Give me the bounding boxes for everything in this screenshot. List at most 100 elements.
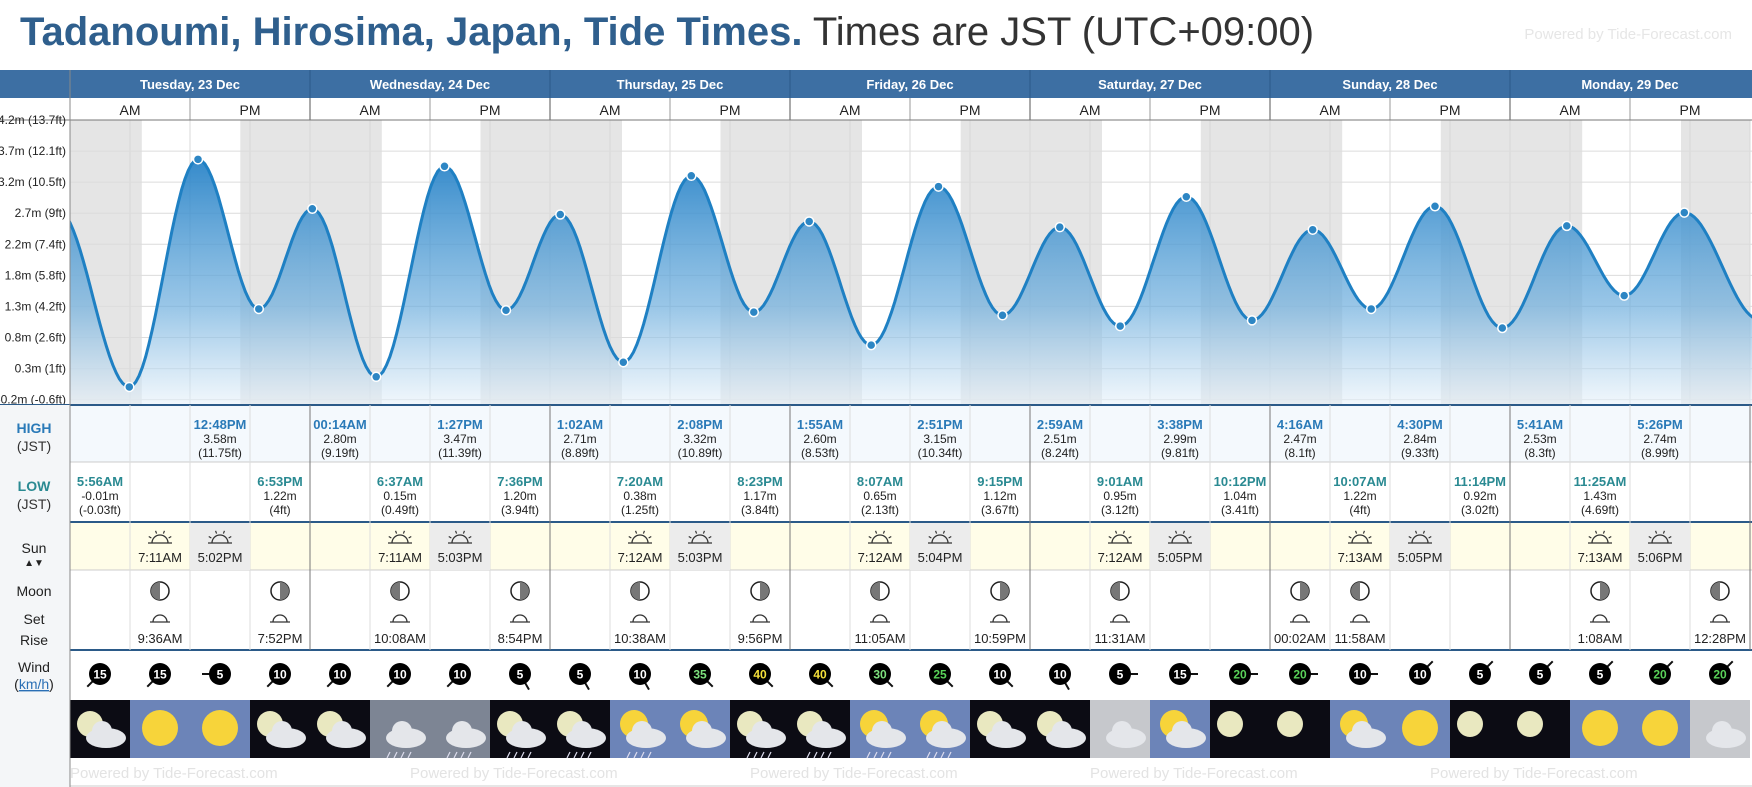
wind-entry: 15 <box>1169 663 1198 685</box>
wind-speed: 30 <box>873 668 887 682</box>
high-tide-point <box>555 209 566 220</box>
sun-ray <box>882 530 886 534</box>
tide-time: 1:55AM <box>797 417 843 432</box>
pm-label: PM <box>240 102 261 118</box>
tide-time: 9:15PM <box>977 474 1023 489</box>
rain-drop <box>446 751 451 759</box>
tide-area <box>70 159 1752 405</box>
wind-speed: 10 <box>1053 668 1067 682</box>
wind-speed: 10 <box>333 668 347 682</box>
wind-speed: 10 <box>393 668 407 682</box>
wind-entry: 5 <box>569 663 591 691</box>
sunset-icon <box>211 534 229 544</box>
wind-entry: 40 <box>809 663 834 688</box>
tide-height-ft: (4ft) <box>1349 503 1370 517</box>
rain-drop <box>400 751 405 759</box>
sun-ray <box>634 530 638 534</box>
rain-drop <box>760 751 765 759</box>
wind-badge <box>449 663 471 685</box>
high-tide-point <box>1561 220 1573 232</box>
day-label: Tuesday, 23 Dec <box>140 77 240 92</box>
wind-entry: 40 <box>749 663 774 688</box>
sunrise-entry: 7:13AM <box>1578 530 1622 565</box>
weather-icon-sun-rain <box>910 700 970 759</box>
wind-entry: 20 <box>1709 660 1734 685</box>
weather-icon-night-cloud <box>250 700 310 758</box>
wind-badge <box>269 663 291 685</box>
sun-ray <box>1122 530 1126 534</box>
wind-speed: 15 <box>1173 668 1187 682</box>
wind-entry: 15 <box>86 663 111 688</box>
moon-entry: 9:56PM <box>738 581 782 646</box>
moon-entry: 11:58AM <box>1334 581 1386 646</box>
tide-height-ft: (8.24ft) <box>1041 446 1079 460</box>
rain-drop <box>647 751 652 759</box>
wind-badge <box>1709 663 1731 685</box>
low-sub-label: (JST) <box>17 496 51 512</box>
tide-time: 2:51PM <box>917 417 963 432</box>
moon-entry: 1:08AM <box>1578 581 1622 646</box>
moon-time: 10:59PM <box>974 631 1026 646</box>
wind-speed: 5 <box>1117 668 1124 682</box>
sun-label: Sun <box>22 540 47 556</box>
sun-ray <box>1588 535 1592 539</box>
weather-icon-sun-cloud <box>1150 700 1210 758</box>
sun-ray <box>402 530 406 534</box>
sunset-cell <box>1150 523 1210 570</box>
moon-icon <box>1457 711 1483 737</box>
cloud-puff <box>1352 721 1372 741</box>
moonset-icon <box>1112 614 1128 623</box>
moon-shade <box>760 582 769 600</box>
sun-ray <box>228 535 232 539</box>
weather-icon-night-rain <box>550 700 610 759</box>
rain-drop <box>626 751 631 759</box>
sunset-cell <box>1630 523 1690 570</box>
sun-time: 5:02PM <box>198 550 243 565</box>
moon-rise-label: Rise <box>20 632 48 648</box>
low-tide-entry: 5:56AM-0.01m(-0.03ft) <box>77 474 123 517</box>
rain-drop <box>753 751 758 759</box>
sun-ray <box>694 530 698 534</box>
y-tick-label: 2.7m (9ft) <box>15 206 66 220</box>
wind-speed: 5 <box>517 668 524 682</box>
wind-entry: 20 <box>1289 663 1318 685</box>
moon-icon <box>1517 711 1543 737</box>
wind-speed: 35 <box>693 668 707 682</box>
tide-time: 8:23PM <box>737 474 783 489</box>
wind-speed: 20 <box>1233 668 1247 682</box>
rain-drop <box>806 751 811 759</box>
cloud-puff <box>572 721 592 741</box>
tide-time: 7:36PM <box>497 474 543 489</box>
pm-label: PM <box>480 102 501 118</box>
wind-unit-link[interactable]: km/h <box>19 676 49 692</box>
rain-drop <box>453 751 458 759</box>
moon-icon <box>1217 711 1243 737</box>
sunset-entry: 5:05PM <box>1398 530 1442 565</box>
sunset-entry: 5:02PM <box>198 530 243 565</box>
pm-label: PM <box>1440 102 1461 118</box>
tide-height-ft: (3.84ft) <box>741 503 779 517</box>
sunset-icon <box>931 534 949 544</box>
wind-badge <box>1109 663 1131 685</box>
sunset-entry: 5:05PM <box>1158 530 1202 565</box>
sun-ray <box>448 535 452 539</box>
cloud-puff <box>92 721 112 741</box>
tide-time: 2:08PM <box>677 417 723 432</box>
low-tide-point <box>1365 303 1377 315</box>
moonrise-icon <box>992 614 1008 623</box>
low-tide-point <box>500 304 512 316</box>
weather-icon-night <box>1210 700 1270 758</box>
wind-badge <box>1349 663 1371 685</box>
rain-drop <box>520 751 525 759</box>
wind-badge <box>89 663 111 685</box>
cloud-puff <box>1712 721 1732 741</box>
moonset-icon <box>1352 614 1368 623</box>
tide-time: 11:25AM <box>1574 474 1627 489</box>
weather-icon-night-rain <box>490 700 550 759</box>
